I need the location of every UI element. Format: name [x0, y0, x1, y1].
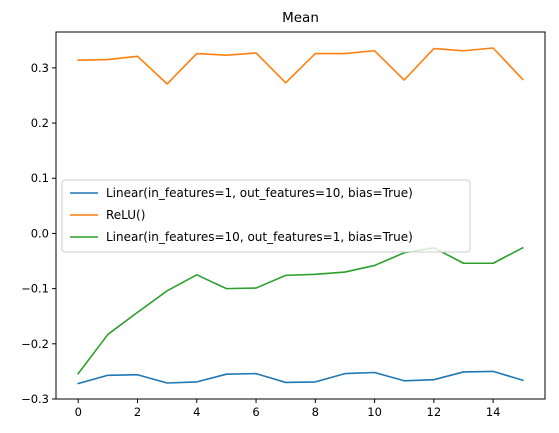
series-line-0 [77, 370, 524, 385]
x-tick-label: 12 [427, 405, 442, 419]
y-tick-label: −0.3 [21, 392, 49, 406]
series-line-1 [77, 47, 524, 85]
x-tick-label: 10 [367, 405, 382, 419]
series-layer [77, 47, 524, 385]
y-tick-label: 0.0 [31, 226, 49, 240]
x-tick-label: 2 [134, 405, 141, 419]
legend-label-0: Linear(in_features=1, out_features=10, b… [106, 186, 413, 200]
y-tick-label: −0.2 [21, 337, 49, 351]
legend-label-2: Linear(in_features=10, out_features=1, b… [106, 230, 413, 244]
chart-title: Mean [282, 10, 319, 26]
y-tick-label: −0.1 [21, 282, 49, 296]
legend-label-1: ReLU() [106, 208, 145, 222]
x-tick-label: 6 [252, 405, 259, 419]
x-axis: 0 2 4 6 8 10 12 14 [75, 399, 501, 419]
y-axis: −0.3 −0.2 −0.1 0.0 0.1 0.2 0.3 [21, 61, 56, 406]
x-tick-label: 14 [486, 405, 501, 419]
series-line-2 [77, 246, 524, 375]
y-tick-label: 0.1 [31, 171, 49, 185]
plot-frame [55, 31, 546, 400]
legend-box [61, 179, 471, 253]
y-tick-label: 0.2 [31, 116, 49, 130]
x-tick-label: 0 [75, 405, 82, 419]
y-tick-label: 0.3 [31, 61, 49, 75]
x-tick-label: 4 [193, 405, 200, 419]
legend: Linear(in_features=1, out_features=10, b… [61, 179, 471, 253]
x-tick-label: 8 [312, 405, 319, 419]
